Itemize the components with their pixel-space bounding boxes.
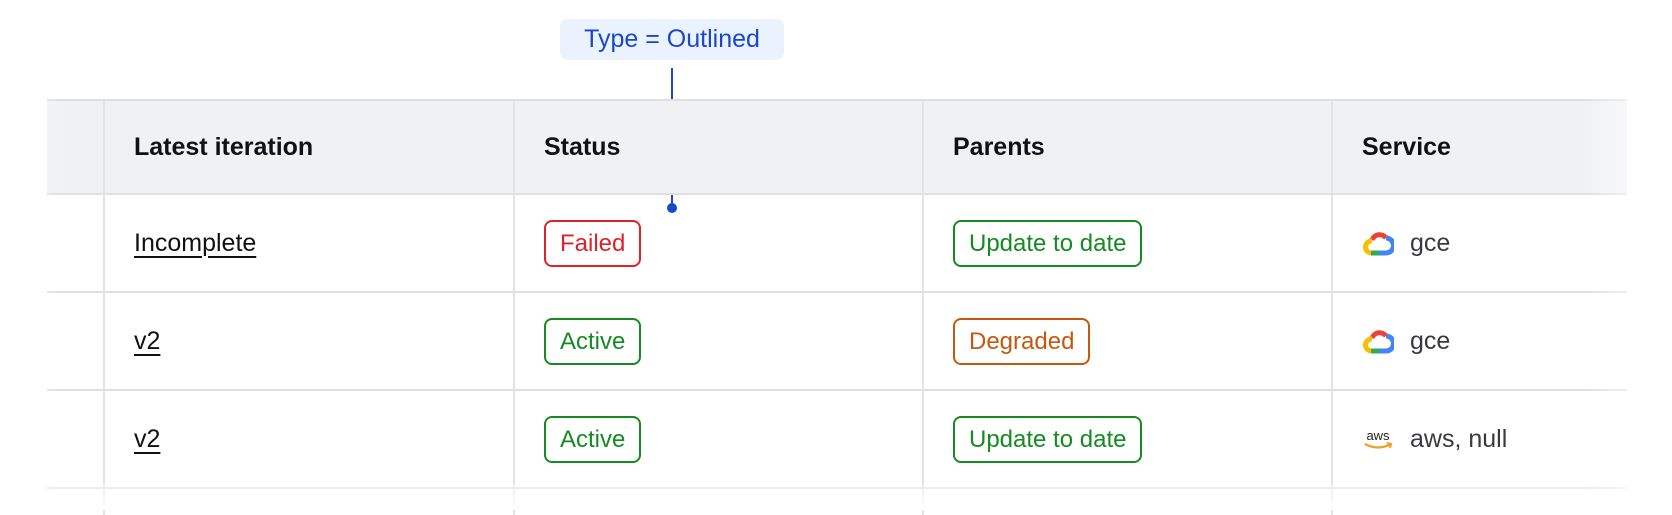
status-badge: Active bbox=[544, 415, 642, 463]
column-header-parents[interactable]: Parents bbox=[953, 132, 1045, 161]
google-cloud-icon bbox=[1363, 232, 1394, 256]
annotation-label: Type = Outlined bbox=[560, 19, 784, 60]
service-label: aws, null bbox=[1410, 424, 1508, 453]
parents-badge: Update to date bbox=[953, 415, 1143, 463]
service-label: gce bbox=[1410, 228, 1451, 257]
service-cell: gce bbox=[1362, 195, 1450, 291]
table-row: Incomplete Failed Update to date gce bbox=[47, 195, 1627, 293]
table-row: v2 Active Update to date aws aws, null bbox=[47, 391, 1627, 489]
table-row: v2 Active Degraded gce bbox=[47, 293, 1627, 391]
column-header-status[interactable]: Status bbox=[544, 132, 621, 161]
annotation-pointer-dot bbox=[667, 203, 677, 213]
status-badge: Active bbox=[544, 317, 642, 365]
service-cell: aws aws, null bbox=[1362, 391, 1507, 487]
data-table: Latest iteration Status Parents Service … bbox=[47, 99, 1627, 515]
table-header-row: Latest iteration Status Parents Service bbox=[47, 99, 1627, 195]
iteration-link[interactable]: v2 bbox=[134, 326, 161, 355]
parents-badge: Update to date bbox=[953, 219, 1143, 267]
status-badge: Failed bbox=[544, 219, 642, 267]
parents-badge: Degraded bbox=[953, 317, 1091, 365]
iteration-link[interactable]: Incomplete bbox=[134, 228, 257, 257]
svg-text:aws: aws bbox=[1366, 428, 1390, 443]
google-cloud-icon bbox=[1363, 330, 1394, 354]
column-header-service[interactable]: Service bbox=[1362, 132, 1451, 161]
column-header-latest-iteration[interactable]: Latest iteration bbox=[134, 132, 314, 161]
service-cell: gce bbox=[1362, 293, 1450, 389]
service-label: gce bbox=[1410, 326, 1451, 355]
aws-icon: aws bbox=[1364, 428, 1393, 449]
iteration-link[interactable]: v2 bbox=[134, 424, 161, 453]
